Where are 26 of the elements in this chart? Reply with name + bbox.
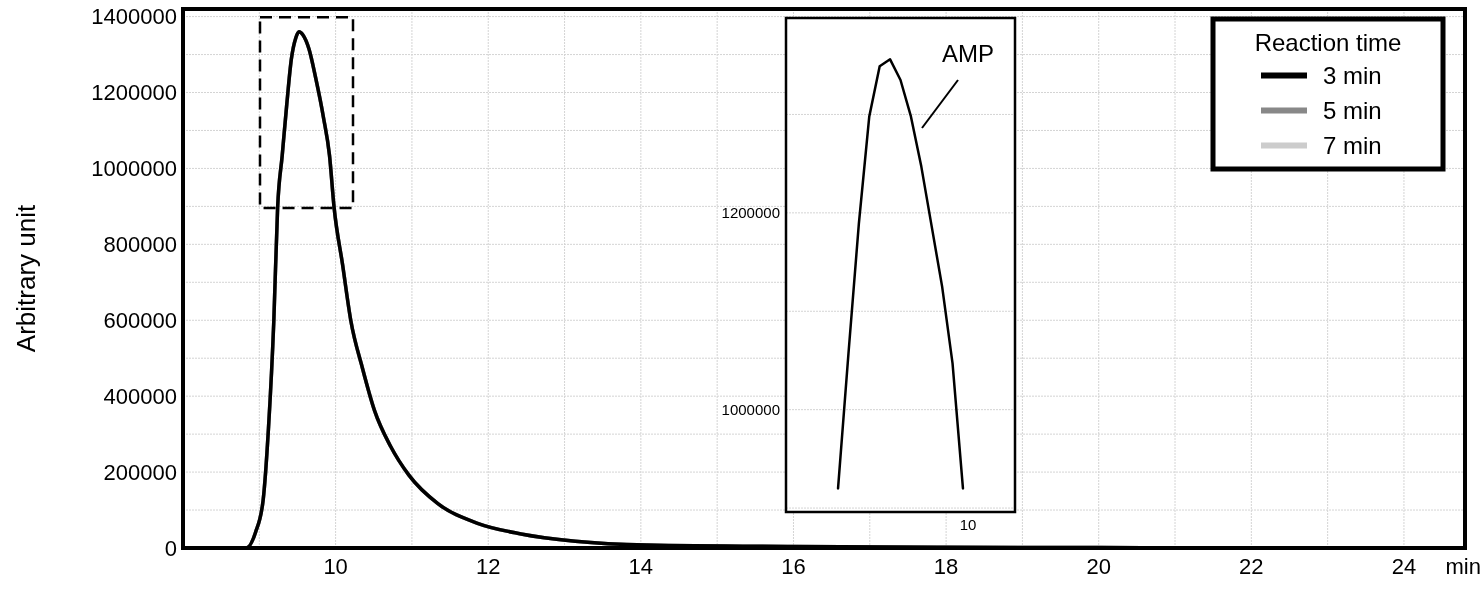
y-tick-label: 1000000 bbox=[721, 400, 780, 418]
y-tick-label: 400000 bbox=[103, 383, 177, 409]
x-tick-label: 12 bbox=[476, 554, 501, 579]
y-axis-title: Arbitrary unit bbox=[11, 204, 41, 353]
x-axis-title: min bbox=[1445, 554, 1481, 579]
annotation: AMP bbox=[941, 40, 995, 67]
y-tick-label: 800000 bbox=[103, 232, 177, 258]
y-tick-label: 200000 bbox=[103, 459, 177, 485]
x-tick-label: 14 bbox=[628, 554, 654, 579]
y-tick-label: 1400000 bbox=[91, 4, 177, 30]
y-tick-label: 0 bbox=[164, 535, 177, 561]
y-tick-label: 1000000 bbox=[91, 156, 177, 182]
y-tick-label: 1200000 bbox=[721, 204, 780, 222]
x-tick-label: 24 bbox=[1391, 554, 1417, 579]
x-tick-label: 20 bbox=[1086, 554, 1111, 579]
y-tick-label: 600000 bbox=[103, 307, 177, 333]
legend-label: 5 min bbox=[1323, 96, 1382, 124]
legend-label: 7 min bbox=[1323, 131, 1382, 159]
x-tick-label: 22 bbox=[1239, 554, 1264, 579]
legend-label: 3 min bbox=[1323, 61, 1382, 89]
annotation: 10 bbox=[959, 516, 977, 533]
x-tick-label: 16 bbox=[781, 554, 806, 579]
x-tick-label: 18 bbox=[933, 554, 959, 579]
x-tick-label: 10 bbox=[323, 554, 348, 579]
legend-title: Reaction time bbox=[1254, 29, 1402, 56]
y-tick-label: 1200000 bbox=[91, 80, 177, 106]
